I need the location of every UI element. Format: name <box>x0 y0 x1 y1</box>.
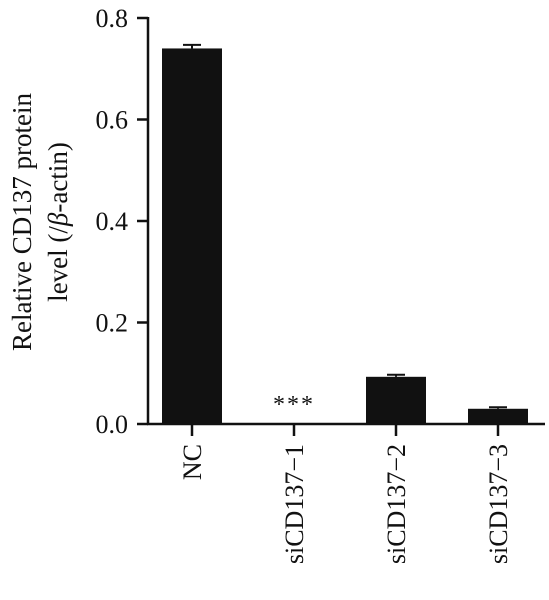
x-tick-label: NC <box>178 444 207 480</box>
y-tick-label: 0.4 <box>96 207 129 236</box>
y-tick-label: 0.8 <box>96 4 129 33</box>
x-tick-label: siCD137−1 <box>280 444 309 564</box>
y-tick-label: 0.2 <box>96 309 129 338</box>
x-ticks: NC siCD137−1 siCD137−2 siCD137−3 <box>178 424 513 564</box>
bar <box>162 48 222 424</box>
y-tick-label: 0.6 <box>96 106 129 135</box>
bar <box>468 408 528 424</box>
bar <box>366 376 426 424</box>
y-tick-label: 0.0 <box>96 410 129 439</box>
bars: *** <box>162 43 528 424</box>
x-tick-label: siCD137−3 <box>484 444 513 564</box>
y-axis-title-line1: Relative CD137 protein <box>7 93 37 351</box>
y-axis-title-line2: level (/β-actin) <box>43 142 73 302</box>
x-tick-label: siCD137−2 <box>382 444 411 564</box>
y-ticks: 0.0 0.2 0.4 0.6 0.8 <box>96 4 148 439</box>
significance-label: *** <box>273 392 315 418</box>
